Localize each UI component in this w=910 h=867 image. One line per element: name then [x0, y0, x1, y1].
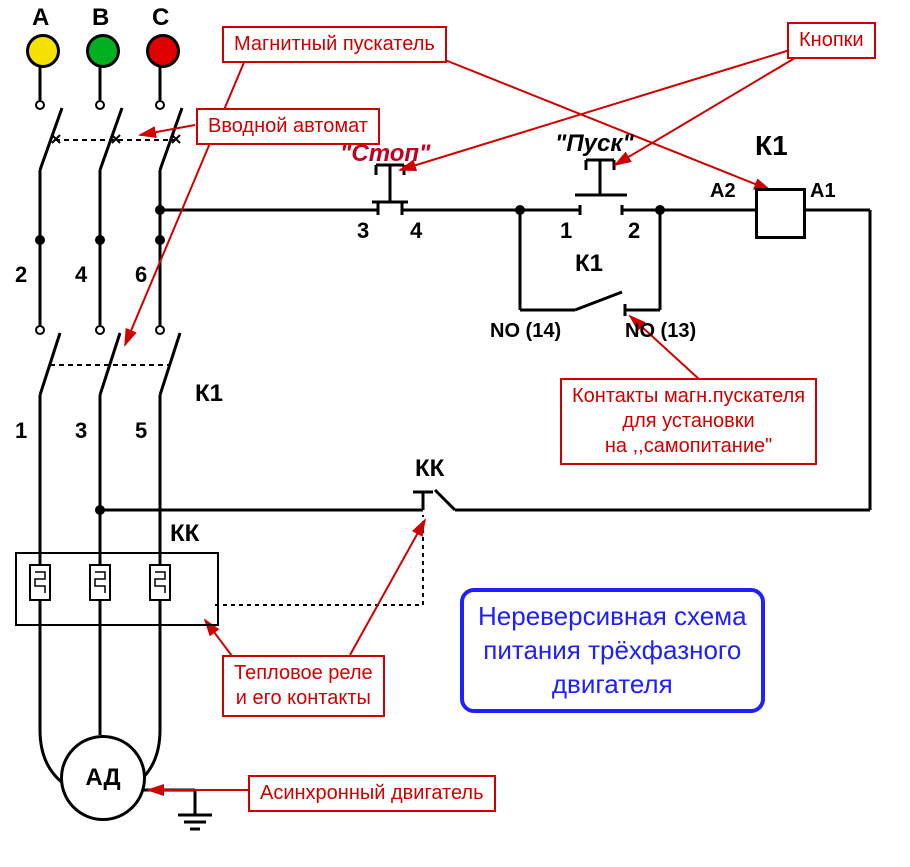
k1-aux-label: К1	[575, 250, 603, 278]
contactor-term-5: 5	[135, 418, 147, 444]
contactor-term-1: 1	[15, 418, 27, 444]
start-term-1: 1	[560, 218, 572, 244]
phase-c-label: C	[152, 4, 169, 32]
phase-c-indicator	[146, 34, 180, 68]
start-text: "Пуск"	[555, 130, 634, 158]
phase-b-indicator	[86, 34, 120, 68]
motor-label: АД	[85, 764, 120, 792]
k1-power-label: К1	[195, 380, 223, 408]
input-breaker-symbol	[36, 101, 182, 170]
no13-label: NO (13)	[625, 320, 696, 343]
breaker-term-6: 6	[135, 262, 147, 288]
no14-label: NO (14)	[490, 320, 561, 343]
phase-a-indicator	[26, 34, 60, 68]
callout-aux-contacts: Контакты магн.пускателя для установки на…	[560, 378, 817, 465]
phase-a-label: A	[32, 4, 49, 32]
start-term-2: 2	[628, 218, 640, 244]
k1-coil-symbol	[755, 188, 806, 239]
contactor-k1-power-symbol	[36, 326, 180, 395]
stop-term-4: 4	[410, 218, 422, 244]
callout-thermal-relay: Тепловое реле и его контакты	[222, 655, 385, 717]
title-box: Нереверсивная схема питания трёхфазного …	[460, 588, 765, 713]
contactor-term-3: 3	[75, 418, 87, 444]
callout-buttons: Кнопки	[787, 22, 876, 59]
breaker-term-2: 2	[15, 262, 27, 288]
coil-a1-label: А1	[810, 180, 836, 203]
breaker-term-4: 4	[75, 262, 87, 288]
phase-b-label: B	[92, 4, 109, 32]
callout-magnetic-starter: Магнитный пускатель	[222, 26, 447, 63]
motor-symbol: АД	[60, 735, 146, 821]
callout-input-breaker: Вводной автомат	[196, 108, 380, 145]
k1-coil-label: К1	[755, 130, 788, 162]
stop-term-3: 3	[357, 218, 369, 244]
kk-control-label: КК	[415, 455, 444, 483]
thermal-relay-box	[15, 552, 219, 626]
start-button-symbol	[520, 160, 720, 215]
kk-power-label: КК	[170, 520, 199, 548]
stop-button-symbol	[360, 165, 520, 215]
coil-a2-label: А2	[710, 180, 736, 203]
callout-async-motor: Асинхронный двигатель	[248, 775, 496, 812]
diagram-canvas: A B C	[0, 0, 910, 867]
kk-control-contact-symbol	[413, 490, 455, 510]
